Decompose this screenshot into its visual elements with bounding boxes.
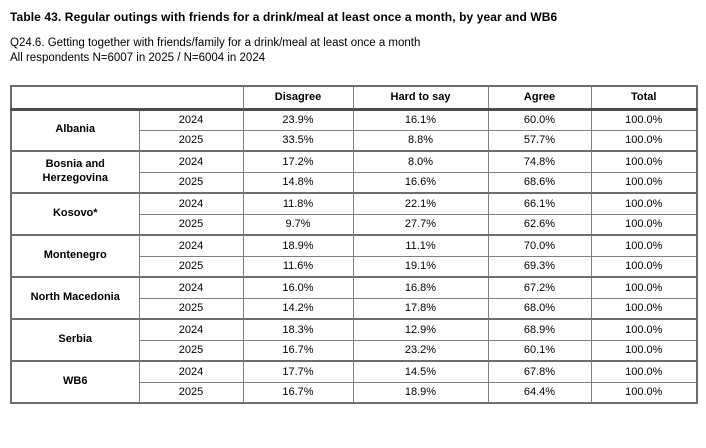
col-header-disagree: Disagree: [242, 85, 354, 111]
year-cell: 2024: [138, 276, 244, 299]
hard-to-say-cell: 27.7%: [352, 213, 489, 236]
disagree-cell: 17.7%: [242, 360, 354, 383]
disagree-cell: 18.3%: [242, 318, 354, 341]
table-row: 2025 9.7% 27.7% 62.6% 100.0%: [11, 213, 698, 236]
total-cell: 100.0%: [590, 276, 698, 299]
table-row: 2025 11.6% 19.1% 69.3% 100.0%: [11, 255, 698, 278]
table-row: Kosovo* 2024 11.8% 22.1% 66.1% 100.0%: [10, 192, 698, 236]
year-cell: 2025: [138, 129, 244, 152]
agree-cell: 70.0%: [487, 234, 592, 257]
table-row: Albania 2024 23.9% 16.1% 60.0% 100.0%: [10, 108, 698, 152]
total-cell: 100.0%: [590, 213, 698, 236]
total-cell: 100.0%: [590, 297, 698, 320]
country-cell-wb6: WB6: [10, 360, 140, 404]
year-cell: 2025: [138, 255, 244, 278]
hard-to-say-cell: 16.1%: [352, 108, 489, 131]
year-cell: 2025: [138, 381, 244, 404]
agree-cell: 67.8%: [487, 360, 592, 383]
hard-to-say-cell: 14.5%: [352, 360, 489, 383]
total-cell: 100.0%: [590, 360, 698, 383]
total-cell: 100.0%: [590, 129, 698, 152]
agree-cell: 74.8%: [487, 150, 592, 173]
header-row: Disagree Hard to say Agree Total: [10, 85, 698, 111]
year-cell: 2024: [138, 192, 244, 215]
col-header-hard-to-say: Hard to say: [352, 85, 489, 111]
table-row: 2025 16.7% 18.9% 64.4% 100.0%: [11, 381, 698, 404]
year-cell: 2024: [138, 318, 244, 341]
agree-cell: 68.9%: [487, 318, 592, 341]
hard-to-say-cell: 8.0%: [352, 150, 489, 173]
disagree-cell: 33.5%: [242, 129, 354, 152]
hard-to-say-cell: 22.1%: [352, 192, 489, 215]
table-row: 2025 14.2% 17.8% 68.0% 100.0%: [11, 297, 698, 320]
table-title: Table 43. Regular outings with friends f…: [10, 10, 558, 24]
hard-to-say-cell: 23.2%: [352, 339, 489, 362]
hard-to-say-cell: 17.8%: [352, 297, 489, 320]
agree-cell: 60.0%: [487, 108, 592, 131]
agree-cell: 68.0%: [487, 297, 592, 320]
country-cell-albania: Albania: [10, 108, 140, 152]
year-cell: 2024: [138, 150, 244, 173]
total-cell: 100.0%: [590, 192, 698, 215]
agree-cell: 69.3%: [487, 255, 592, 278]
total-cell: 100.0%: [590, 171, 698, 194]
agree-cell: 60.1%: [487, 339, 592, 362]
header-empty-cell: [10, 85, 244, 111]
hard-to-say-cell: 16.6%: [352, 171, 489, 194]
col-header-agree: Agree: [487, 85, 592, 111]
disagree-cell: 23.9%: [242, 108, 354, 131]
hard-to-say-cell: 18.9%: [352, 381, 489, 404]
hard-to-say-cell: 19.1%: [352, 255, 489, 278]
question-label: Q24.6. Getting together with friends/fam…: [10, 37, 421, 49]
table-row: Bosnia and Herzegovina 2024 17.2% 8.0% 7…: [10, 150, 698, 194]
disagree-cell: 16.0%: [242, 276, 354, 299]
hard-to-say-cell: 8.8%: [352, 129, 489, 152]
total-cell: 100.0%: [590, 339, 698, 362]
table-row: WB6 2024 17.7% 14.5% 67.8% 100.0%: [10, 360, 698, 404]
year-cell: 2025: [138, 213, 244, 236]
data-table: Disagree Hard to say Agree Total Albania…: [10, 85, 698, 404]
table-row: North Macedonia 2024 16.0% 16.8% 67.2% 1…: [10, 276, 698, 320]
country-cell-north-macedonia: North Macedonia: [10, 276, 140, 320]
total-cell: 100.0%: [590, 150, 698, 173]
disagree-cell: 16.7%: [242, 381, 354, 404]
agree-cell: 64.4%: [487, 381, 592, 404]
total-cell: 100.0%: [590, 255, 698, 278]
col-header-total: Total: [590, 85, 698, 111]
year-cell: 2025: [138, 339, 244, 362]
respondents-note: All respondents N=6007 in 2025 / N=6004 …: [10, 52, 266, 64]
total-cell: 100.0%: [590, 318, 698, 341]
agree-cell: 67.2%: [487, 276, 592, 299]
disagree-cell: 18.9%: [242, 234, 354, 257]
hard-to-say-cell: 16.8%: [352, 276, 489, 299]
table-row: Serbia 2024 18.3% 12.9% 68.9% 100.0%: [10, 318, 698, 362]
disagree-cell: 11.8%: [242, 192, 354, 215]
year-cell: 2025: [138, 297, 244, 320]
agree-cell: 57.7%: [487, 129, 592, 152]
disagree-cell: 11.6%: [242, 255, 354, 278]
year-cell: 2024: [138, 234, 244, 257]
disagree-cell: 9.7%: [242, 213, 354, 236]
country-cell-montenegro: Montenegro: [10, 234, 140, 278]
hard-to-say-cell: 11.1%: [352, 234, 489, 257]
agree-cell: 68.6%: [487, 171, 592, 194]
hard-to-say-cell: 12.9%: [352, 318, 489, 341]
table-row: Montenegro 2024 18.9% 11.1% 70.0% 100.0%: [10, 234, 698, 278]
country-cell-serbia: Serbia: [10, 318, 140, 362]
country-cell-kosovo: Kosovo*: [10, 192, 140, 236]
total-cell: 100.0%: [590, 381, 698, 404]
country-cell-bosnia-and-herzegovina: Bosnia and Herzegovina: [10, 150, 140, 194]
year-cell: 2025: [138, 171, 244, 194]
year-cell: 2024: [138, 108, 244, 131]
agree-cell: 62.6%: [487, 213, 592, 236]
disagree-cell: 16.7%: [242, 339, 354, 362]
year-cell: 2024: [138, 360, 244, 383]
agree-cell: 66.1%: [487, 192, 592, 215]
total-cell: 100.0%: [590, 108, 698, 131]
disagree-cell: 14.2%: [242, 297, 354, 320]
disagree-cell: 14.8%: [242, 171, 354, 194]
disagree-cell: 17.2%: [242, 150, 354, 173]
total-cell: 100.0%: [590, 234, 698, 257]
